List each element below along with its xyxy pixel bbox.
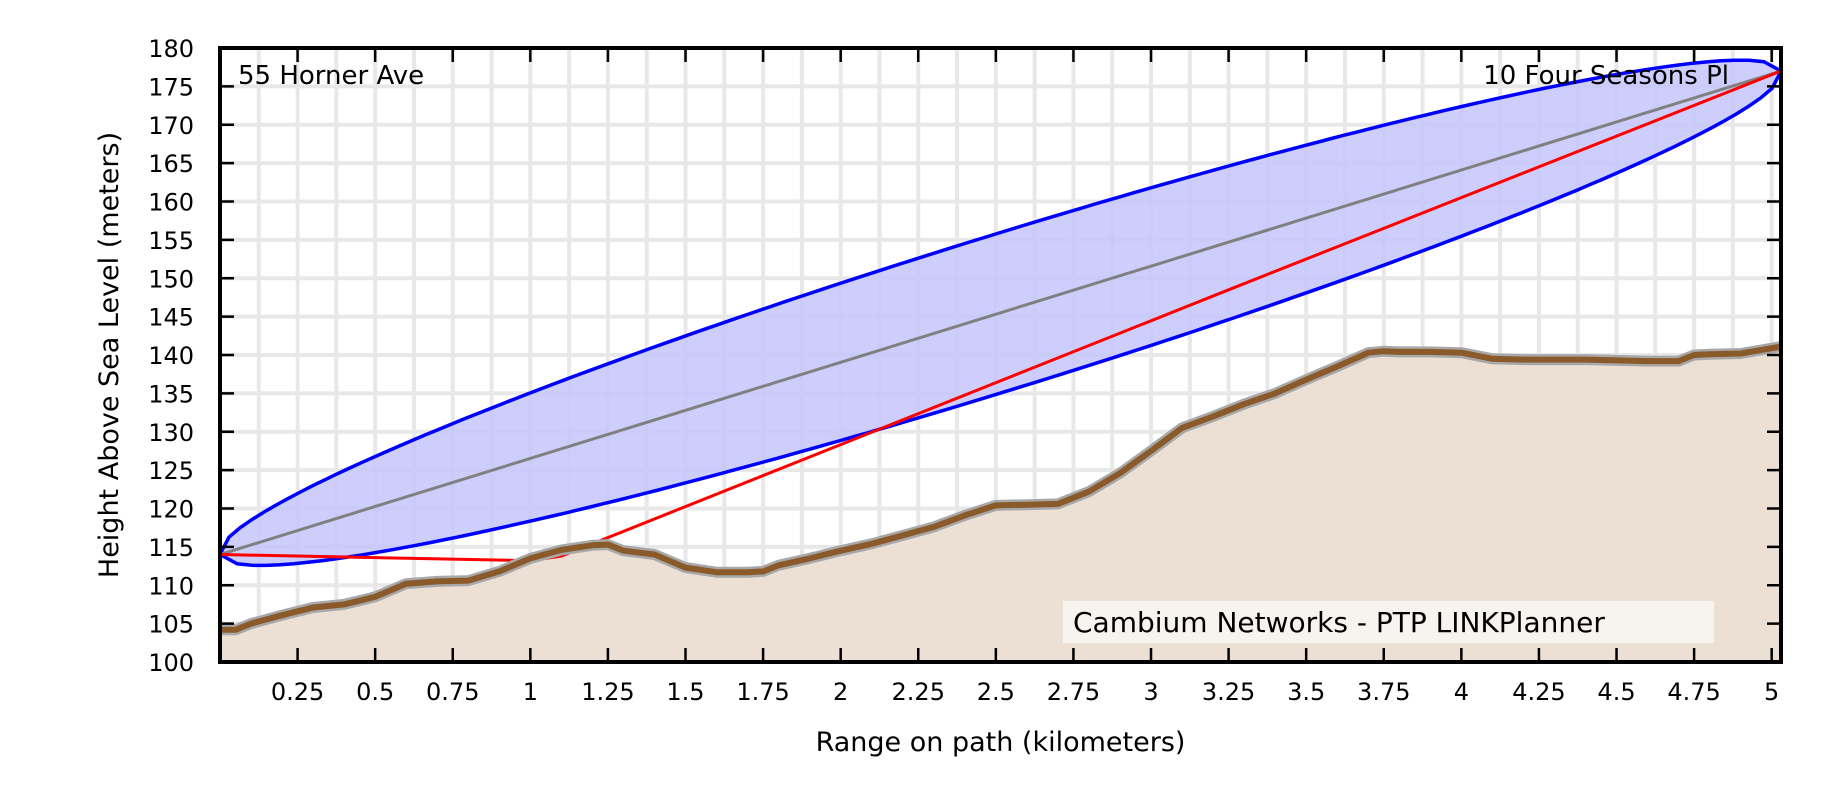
x-tick-label: 1.75	[736, 678, 789, 706]
x-tick-label: 2.75	[1047, 678, 1100, 706]
credit-label: Cambium Networks - PTP LINKPlanner	[1073, 606, 1605, 639]
x-tick-label: 2.25	[892, 678, 945, 706]
x-tick-label: 2.5	[977, 678, 1015, 706]
y-tick-label: 160	[148, 189, 194, 217]
x-tick-label: 0.5	[356, 678, 394, 706]
x-tick-label: 1.25	[581, 678, 634, 706]
y-tick-label: 175	[148, 73, 194, 101]
x-tick-label: 3.75	[1357, 678, 1410, 706]
y-tick-label: 135	[148, 380, 194, 408]
line-of-sight	[219, 69, 1782, 556]
x-tick-label: 2	[833, 678, 848, 706]
y-tick-label: 150	[148, 265, 194, 293]
x-tick-label: 4.5	[1597, 678, 1635, 706]
y-tick-label: 105	[148, 611, 194, 639]
site-left-label: 55 Horner Ave	[238, 61, 424, 91]
ticks: 1001051101151201251301351401451501551601…	[148, 35, 1781, 706]
y-tick-label: 145	[148, 304, 194, 332]
terrain-area	[220, 346, 1781, 662]
y-tick-label: 120	[148, 496, 194, 524]
x-axis-title: Range on path (kilometers)	[816, 727, 1186, 758]
red-path-line	[219, 69, 1782, 563]
terrain-line	[220, 343, 1782, 633]
y-tick-label: 180	[148, 35, 194, 63]
x-tick-label: 1	[523, 678, 538, 706]
y-tick-label: 165	[148, 150, 194, 178]
x-tick-label: 0.75	[426, 678, 479, 706]
x-tick-label: 3	[1143, 678, 1158, 706]
x-tick-label: 3.5	[1287, 678, 1325, 706]
x-tick-label: 5	[1764, 678, 1779, 706]
y-tick-label: 125	[148, 457, 194, 485]
y-tick-label: 130	[148, 419, 194, 447]
y-tick-label: 140	[148, 342, 194, 370]
x-tick-label: 1.5	[666, 678, 704, 706]
y-tick-label: 155	[148, 227, 194, 255]
x-tick-label: 0.25	[271, 678, 324, 706]
x-tick-label: 4.75	[1667, 678, 1720, 706]
y-tick-label: 100	[148, 649, 194, 677]
x-tick-label: 3.25	[1202, 678, 1255, 706]
y-tick-label: 110	[148, 572, 194, 600]
credit-background	[1063, 601, 1714, 643]
x-tick-label: 4	[1454, 678, 1469, 706]
y-tick-label: 170	[148, 112, 194, 140]
site-right-label: 10 Four Seasons Pl	[1483, 61, 1729, 91]
x-tick-label: 4.25	[1512, 678, 1565, 706]
y-axis-title: Height Above Sea Level (meters)	[94, 132, 125, 578]
y-tick-label: 115	[148, 534, 194, 562]
